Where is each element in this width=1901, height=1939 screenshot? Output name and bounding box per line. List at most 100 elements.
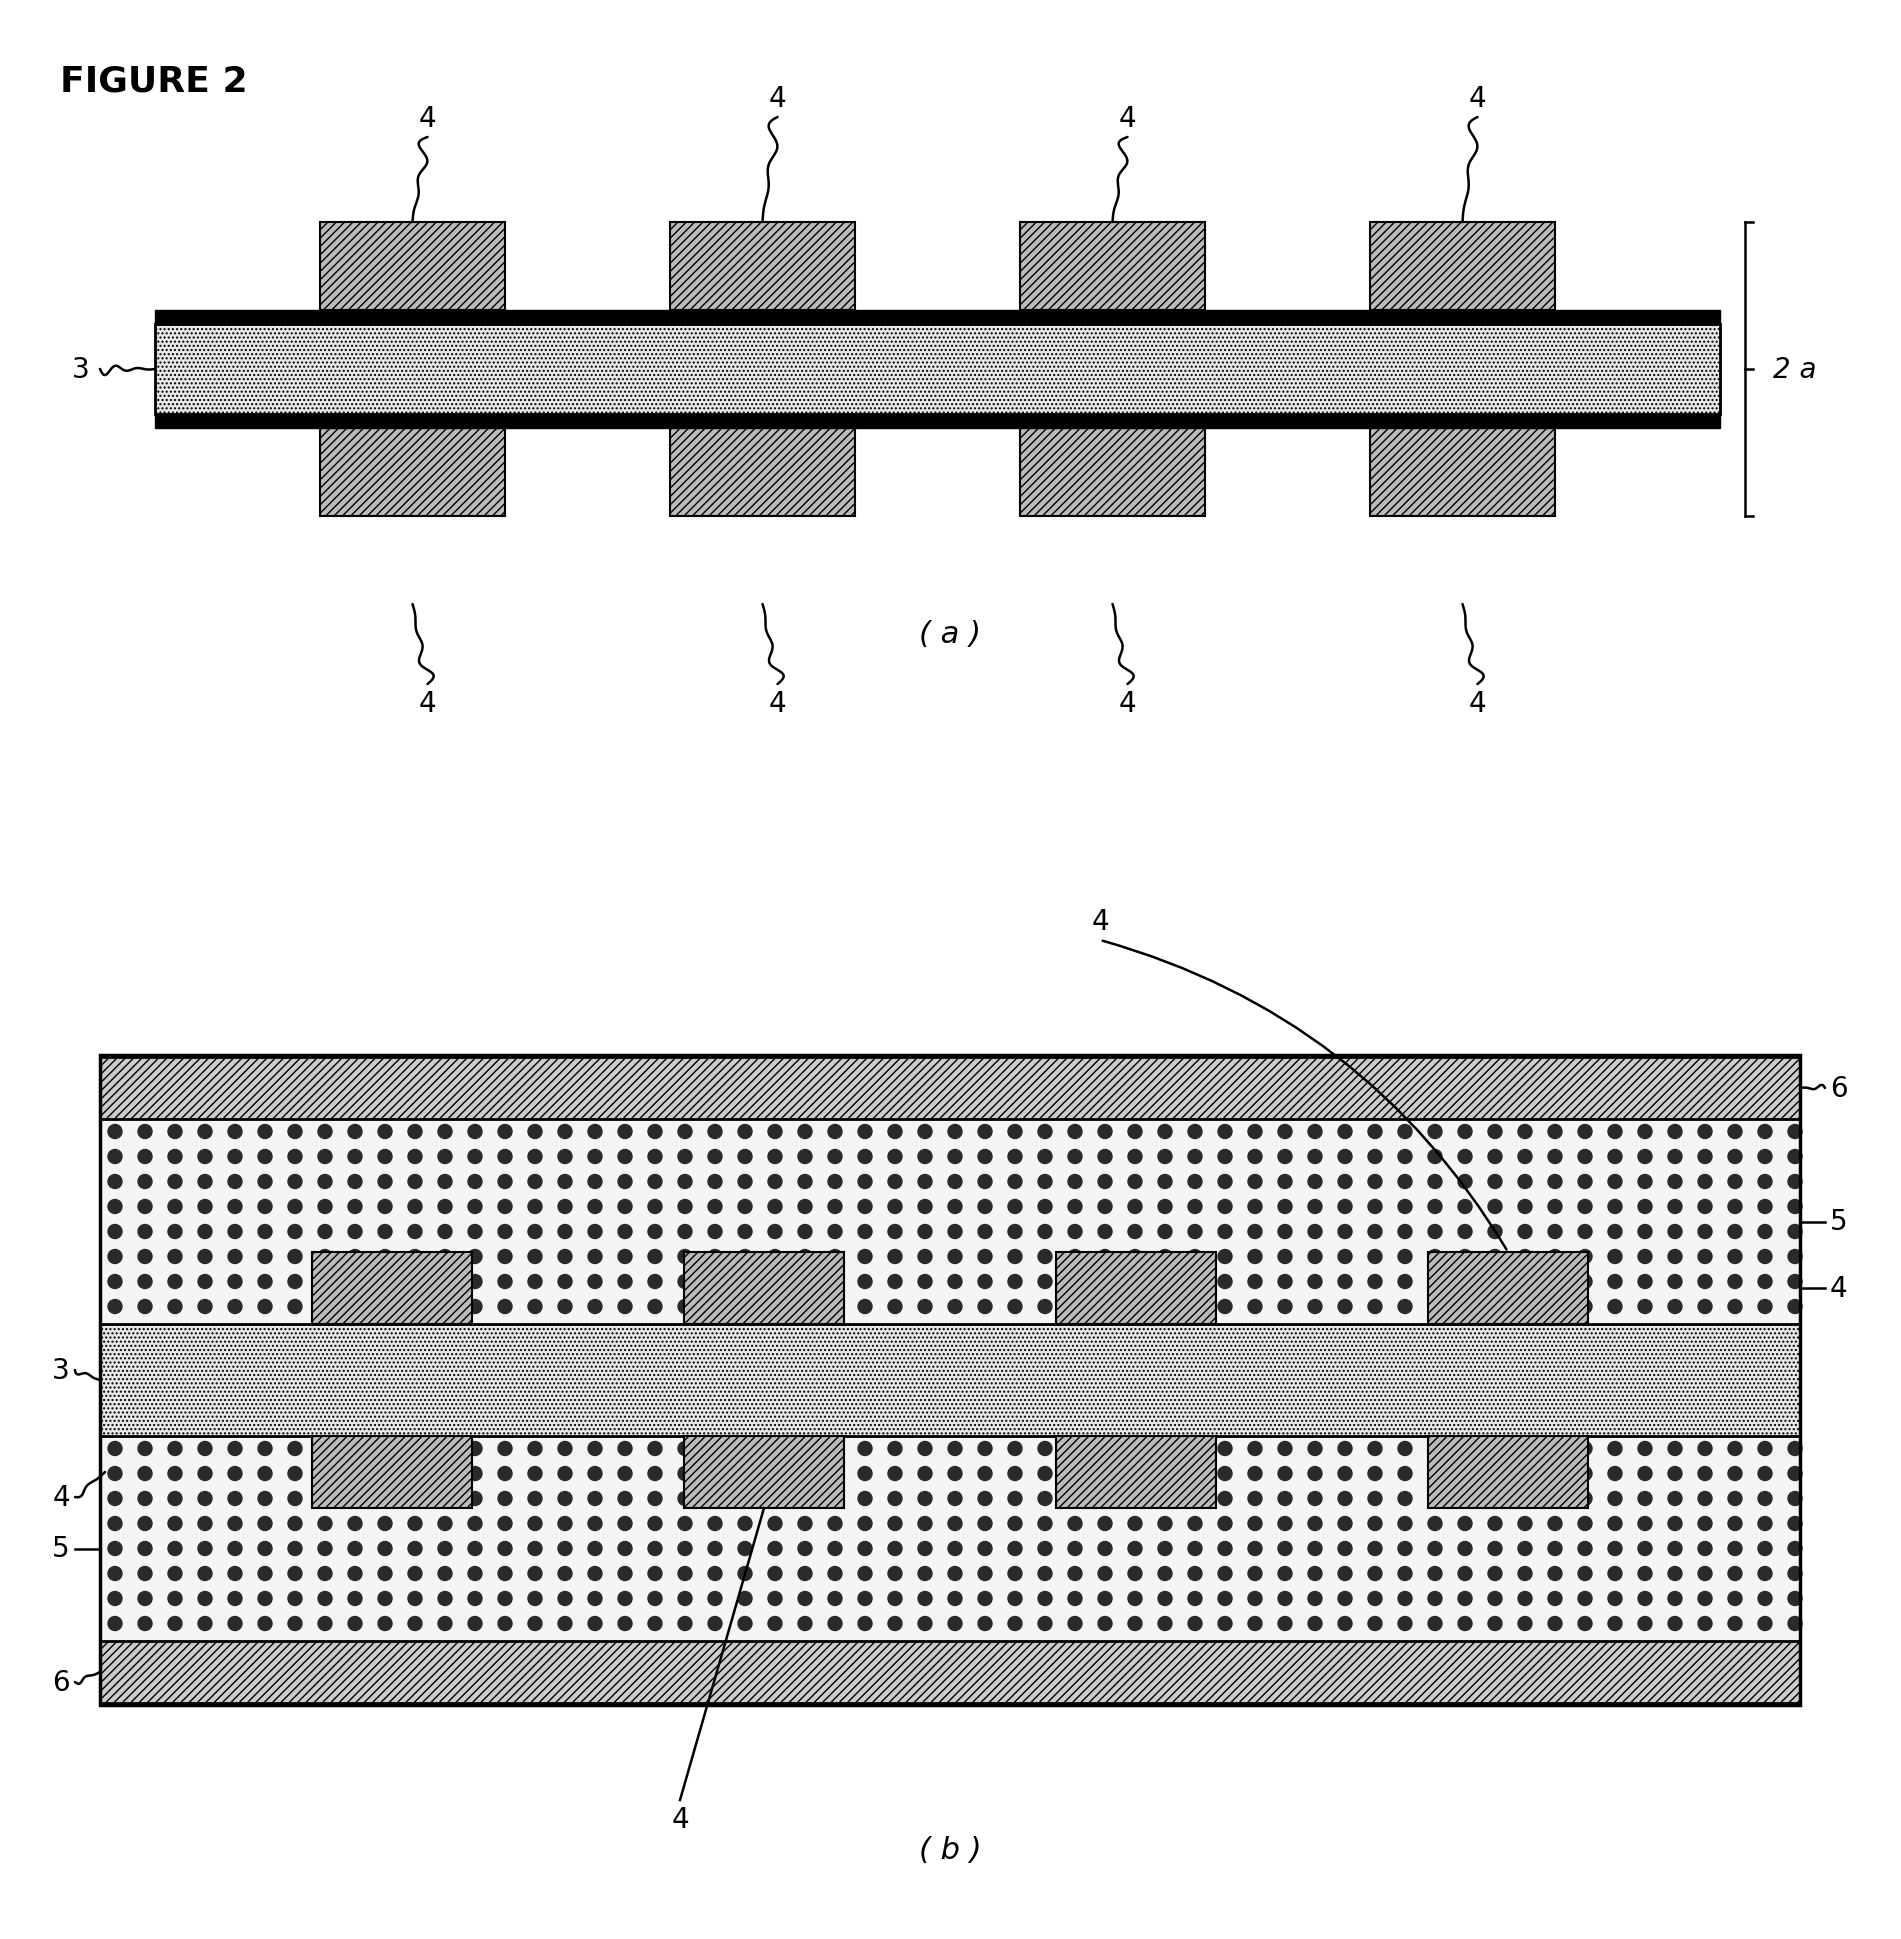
Circle shape — [738, 1150, 753, 1163]
Circle shape — [437, 1567, 452, 1580]
Circle shape — [1308, 1150, 1321, 1163]
Circle shape — [1547, 1491, 1563, 1507]
Text: 6: 6 — [1831, 1074, 1848, 1103]
Circle shape — [1608, 1200, 1622, 1214]
Circle shape — [1608, 1491, 1622, 1507]
Circle shape — [1008, 1466, 1023, 1481]
Circle shape — [1667, 1443, 1682, 1456]
Text: ( a ): ( a ) — [918, 620, 981, 650]
Circle shape — [1758, 1491, 1772, 1507]
Circle shape — [287, 1516, 302, 1530]
Circle shape — [587, 1516, 603, 1530]
Circle shape — [559, 1491, 572, 1507]
Circle shape — [829, 1592, 842, 1605]
Circle shape — [1188, 1466, 1201, 1481]
Circle shape — [1308, 1443, 1321, 1456]
Circle shape — [857, 1200, 873, 1214]
Circle shape — [888, 1516, 901, 1530]
Circle shape — [679, 1175, 692, 1189]
Circle shape — [167, 1516, 182, 1530]
Circle shape — [167, 1542, 182, 1555]
Circle shape — [1338, 1225, 1352, 1239]
Circle shape — [1277, 1592, 1293, 1605]
Circle shape — [1428, 1225, 1443, 1239]
Circle shape — [409, 1617, 422, 1631]
Circle shape — [498, 1251, 511, 1264]
Circle shape — [167, 1150, 182, 1163]
Circle shape — [1308, 1175, 1321, 1189]
Circle shape — [348, 1251, 361, 1264]
Circle shape — [1369, 1251, 1382, 1264]
Circle shape — [1369, 1592, 1382, 1605]
Circle shape — [707, 1567, 722, 1580]
Circle shape — [829, 1125, 842, 1138]
Text: 3: 3 — [72, 357, 89, 384]
Bar — [1371, 429, 1555, 516]
Circle shape — [228, 1542, 241, 1555]
Circle shape — [829, 1274, 842, 1289]
Circle shape — [888, 1491, 901, 1507]
Circle shape — [1369, 1617, 1382, 1631]
Circle shape — [409, 1225, 422, 1239]
Circle shape — [918, 1617, 931, 1631]
Circle shape — [798, 1274, 812, 1289]
Circle shape — [1127, 1491, 1143, 1507]
Circle shape — [348, 1542, 361, 1555]
Circle shape — [949, 1617, 962, 1631]
Circle shape — [977, 1491, 992, 1507]
Circle shape — [1158, 1491, 1173, 1507]
Circle shape — [1488, 1592, 1502, 1605]
Circle shape — [1247, 1274, 1262, 1289]
Circle shape — [798, 1150, 812, 1163]
Circle shape — [167, 1491, 182, 1507]
Circle shape — [1068, 1491, 1082, 1507]
Circle shape — [108, 1175, 122, 1189]
Circle shape — [348, 1274, 361, 1289]
Circle shape — [378, 1491, 392, 1507]
Circle shape — [1639, 1175, 1652, 1189]
Circle shape — [348, 1299, 361, 1315]
Circle shape — [1338, 1516, 1352, 1530]
Circle shape — [738, 1617, 753, 1631]
Circle shape — [1728, 1251, 1741, 1264]
Circle shape — [798, 1516, 812, 1530]
Circle shape — [167, 1617, 182, 1631]
Circle shape — [738, 1200, 753, 1214]
Circle shape — [1068, 1567, 1082, 1580]
Circle shape — [1158, 1175, 1173, 1189]
Circle shape — [1458, 1567, 1471, 1580]
Circle shape — [1277, 1542, 1293, 1555]
Circle shape — [888, 1200, 901, 1214]
Circle shape — [1158, 1274, 1173, 1289]
Circle shape — [1578, 1175, 1591, 1189]
Circle shape — [259, 1299, 272, 1315]
Circle shape — [1698, 1251, 1713, 1264]
Circle shape — [1639, 1274, 1652, 1289]
Circle shape — [1369, 1466, 1382, 1481]
Circle shape — [1758, 1299, 1772, 1315]
Circle shape — [1219, 1175, 1232, 1189]
Circle shape — [1158, 1516, 1173, 1530]
Bar — [684, 1253, 844, 1324]
Circle shape — [437, 1617, 452, 1631]
Circle shape — [409, 1466, 422, 1481]
Circle shape — [468, 1299, 483, 1315]
Circle shape — [468, 1150, 483, 1163]
Circle shape — [317, 1516, 333, 1530]
Circle shape — [409, 1516, 422, 1530]
Circle shape — [1277, 1125, 1293, 1138]
Bar — [312, 1253, 471, 1324]
Circle shape — [1247, 1516, 1262, 1530]
Circle shape — [1338, 1175, 1352, 1189]
Circle shape — [1519, 1491, 1532, 1507]
Circle shape — [498, 1150, 511, 1163]
Circle shape — [167, 1567, 182, 1580]
Circle shape — [888, 1175, 901, 1189]
Circle shape — [1428, 1617, 1443, 1631]
Circle shape — [378, 1175, 392, 1189]
Circle shape — [1458, 1175, 1471, 1189]
Circle shape — [167, 1274, 182, 1289]
Circle shape — [348, 1175, 361, 1189]
Circle shape — [528, 1516, 542, 1530]
Circle shape — [1369, 1175, 1382, 1189]
